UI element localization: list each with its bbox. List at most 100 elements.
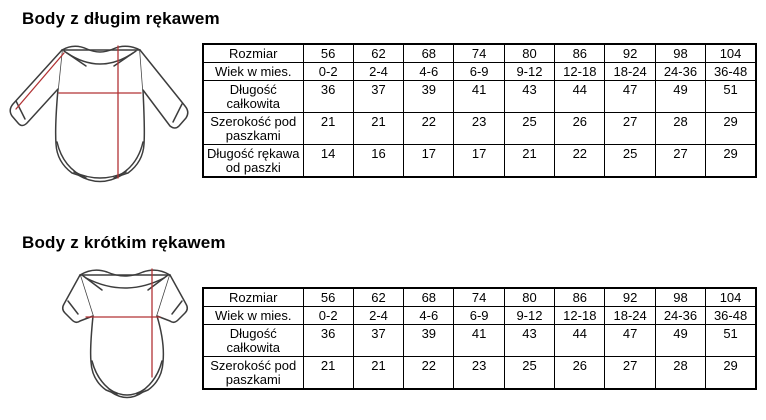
size-value-cell: 12-18 [554,306,606,325]
size-value-cell: 56 [302,43,354,63]
size-value-cell: 12-18 [554,62,606,81]
size-value-cell: 29 [705,144,757,178]
size-value-cell: 21 [503,144,556,178]
table-row: Rozmiar 56 62 68 74 80 86 92 98 104 [202,287,757,307]
size-value-cell: 25 [604,144,656,178]
size-value-cell: 25 [503,356,556,390]
table-row: Długość rękawa od paszki 14 16 17 17 21 22 25 27… [202,144,757,178]
size-value-cell: 16 [352,144,405,178]
short-sleeve-size-table: Rozmiar 56 62 68 74 80 86 92 98 104 Wiek w mies. 0-… [202,287,757,390]
size-value-cell: 21 [352,356,405,390]
size-value-cell: 80 [503,43,556,63]
size-value-cell: 56 [302,287,354,307]
size-value-cell: 92 [604,287,656,307]
table-row: Szerokość pod paszkami 21 21 22 23 25 26 27 28 29 [202,112,757,145]
size-value-cell: 68 [403,287,455,307]
size-value-cell: 37 [352,324,405,357]
size-value-cell: 21 [352,112,405,145]
size-value-cell: 6-9 [453,62,505,81]
size-value-cell: 6-9 [453,306,505,325]
size-value-cell: 2-4 [352,306,405,325]
size-value-cell: 25 [503,112,556,145]
size-value-cell: 39 [403,80,455,113]
size-value-cell: 28 [654,112,707,145]
size-value-cell: 44 [554,324,606,357]
size-value-cell: 41 [453,80,505,113]
size-value-cell: 43 [503,80,556,113]
row-label-cell: Długość rękawa od paszki [202,144,304,178]
row-label-cell: Szerokość pod paszkami [202,112,304,145]
long-sleeve-bodysuit-diagram [9,45,189,183]
size-value-cell: 0-2 [302,62,354,81]
size-value-cell: 68 [403,43,455,63]
row-label-cell: Rozmiar [202,43,304,63]
size-value-cell: 51 [705,324,757,357]
size-value-cell: 36-48 [705,62,757,81]
row-label-cell: Wiek w mies. [202,62,304,81]
row-label-cell: Długość całkowita [202,80,304,113]
section-title-short-sleeve: Body z krótkim rękawem [22,233,226,252]
table-row: Wiek w mies. 0-2 2-4 4-6 6-9 9-12 12-18 18-24 24… [202,62,757,81]
size-value-cell: 86 [554,43,606,63]
size-value-cell: 28 [654,356,707,390]
size-value-cell: 27 [604,356,656,390]
sleeve-length-line [15,52,65,110]
size-value-cell: 26 [554,356,606,390]
size-value-cell: 22 [403,356,455,390]
size-value-cell: 86 [554,287,606,307]
size-value-cell: 47 [604,80,656,113]
size-value-cell: 62 [352,287,405,307]
size-value-cell: 21 [302,112,354,145]
size-value-cell: 43 [503,324,556,357]
size-value-cell: 74 [453,43,505,63]
table-row: Wiek w mies. 0-2 2-4 4-6 6-9 9-12 12-18 18-24 24… [202,306,757,325]
size-value-cell: 29 [705,112,757,145]
table-row: Rozmiar 56 62 68 74 80 86 92 98 104 [202,43,757,63]
size-value-cell: 26 [554,112,606,145]
size-value-cell: 17 [453,144,505,178]
size-value-cell: 104 [705,43,757,63]
size-value-cell: 18-24 [604,62,656,81]
size-value-cell: 62 [352,43,405,63]
row-label-cell: Rozmiar [202,287,304,307]
size-value-cell: 17 [403,144,455,178]
size-value-cell: 4-6 [403,62,455,81]
size-value-cell: 22 [403,112,455,145]
size-value-cell: 41 [453,324,505,357]
size-value-cell: 2-4 [352,62,405,81]
size-value-cell: 14 [302,144,354,178]
size-value-cell: 51 [705,80,757,113]
table-row: Szerokość pod paszkami 21 21 22 23 25 26 27 28 29 [202,356,757,390]
size-value-cell: 36 [302,80,354,113]
size-value-cell: 23 [453,356,505,390]
size-value-cell: 36-48 [705,306,757,325]
size-value-cell: 92 [604,43,656,63]
size-value-cell: 37 [352,80,405,113]
size-value-cell: 98 [654,43,707,63]
size-value-cell: 27 [604,112,656,145]
size-value-cell: 4-6 [403,306,455,325]
size-value-cell: 23 [453,112,505,145]
row-label-cell: Długość całkowita [202,324,304,357]
size-value-cell: 49 [654,324,707,357]
size-value-cell: 9-12 [503,306,556,325]
size-value-cell: 80 [503,287,556,307]
size-value-cell: 21 [302,356,354,390]
size-value-cell: 29 [705,356,757,390]
size-value-cell: 104 [705,287,757,307]
table-row: Długość całkowita 36 37 39 41 43 44 47 49 51 [202,80,757,113]
size-value-cell: 22 [554,144,606,178]
size-value-cell: 0-2 [302,306,354,325]
table-row: Długość całkowita 36 37 39 41 43 44 47 49 51 [202,324,757,357]
size-value-cell: 98 [654,287,707,307]
row-label-cell: Wiek w mies. [202,306,304,325]
long-sleeve-size-table: Rozmiar 56 62 68 74 80 86 92 98 104 Wiek w mies. 0-… [202,43,757,178]
section-title-long-sleeve: Body z długim rękawem [22,9,220,28]
size-value-cell: 36 [302,324,354,357]
size-value-cell: 9-12 [503,62,556,81]
size-value-cell: 24-36 [654,306,707,325]
size-value-cell: 24-36 [654,62,707,81]
size-value-cell: 39 [403,324,455,357]
size-value-cell: 74 [453,287,505,307]
